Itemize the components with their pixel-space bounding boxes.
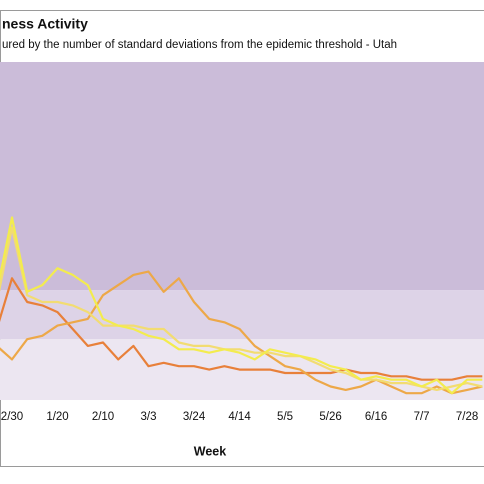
x-tick-label: 4/14 <box>228 411 251 423</box>
chart-title: ness Activity <box>2 16 88 32</box>
x-tick-label: 3/24 <box>183 411 206 423</box>
series-line <box>0 216 483 395</box>
series-line <box>0 270 483 395</box>
x-tick-label: 7/7 <box>414 411 430 423</box>
x-tick-label: 6/16 <box>365 411 387 423</box>
series-line <box>0 226 483 391</box>
x-tick-label: 2/10 <box>92 411 114 423</box>
series-line <box>0 277 483 381</box>
x-tick-label: 7/28 <box>456 411 478 423</box>
x-tick-label: 5/26 <box>319 411 341 423</box>
x-axis-label: Week <box>194 444 226 458</box>
chart-subtitle: ured by the number of standard deviation… <box>2 39 397 51</box>
x-tick-label: 3/3 <box>141 411 157 423</box>
x-tick-label: 5/5 <box>277 411 293 423</box>
band <box>0 62 484 291</box>
lines <box>0 216 483 395</box>
x-tick-label: 1/20 <box>46 411 68 423</box>
x-tick-label: 2/30 <box>1 411 23 423</box>
